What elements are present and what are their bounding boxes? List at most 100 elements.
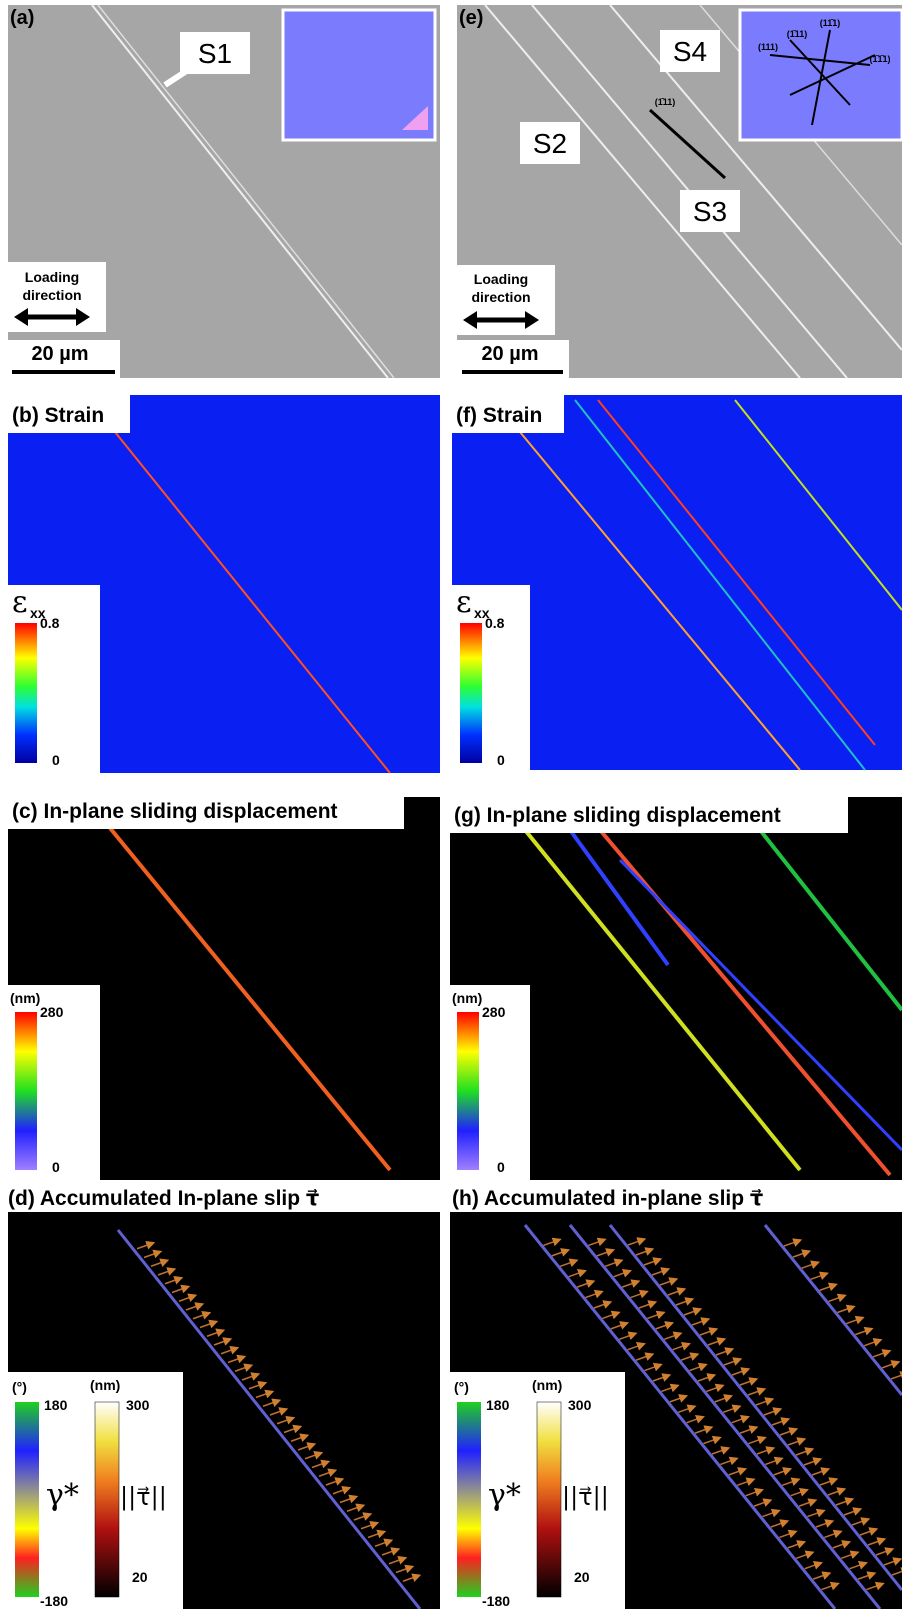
panel-b: (b) Strain ε xx 0.8 0 [8,395,440,774]
shape [866,1581,885,1591]
shape [771,1417,791,1426]
shape [855,1326,874,1336]
shape [450,797,848,833]
shape [875,1547,895,1556]
shape [779,1529,798,1539]
shape [262,1398,282,1408]
label: 0 [52,752,60,768]
label: -180 [482,1593,510,1609]
shape [593,1300,613,1309]
shape [652,1373,672,1382]
panel-f: (f) Strain ε xx 0.8 0 [452,395,902,771]
shape [811,1467,831,1476]
shape [783,1238,803,1247]
shape [803,1457,823,1466]
shape [108,826,392,1172]
label: (1̄11) [655,97,676,107]
label: S2 [533,128,567,159]
shape [789,39,851,106]
shape [728,1467,748,1476]
shape [714,1394,734,1403]
shape [711,1446,731,1455]
shape [608,1224,902,1591]
panel-a: (a) S1 Loading direction 20 µm [8,4,440,379]
shape [457,1402,481,1597]
shape [206,1328,226,1338]
shape [883,1557,902,1566]
shape [787,1540,807,1549]
shape [367,1529,387,1539]
label: (a) [10,7,34,29]
shape [872,1349,892,1358]
shape [630,1289,649,1299]
shape [827,1487,847,1496]
label: S4 [673,36,707,67]
label: (1̄11) [787,29,808,39]
shape [185,1302,205,1311]
label: 0 [497,1159,505,1175]
label: (h) Accumulated in-plane slip τ⃗ [452,1187,763,1210]
shape [828,1293,847,1303]
label: 280 [40,1004,64,1020]
shape [715,1347,735,1356]
shape [804,1560,823,1570]
label: (nm) [452,990,482,1006]
label: direction [471,289,530,305]
shape [787,1437,807,1446]
shape [841,1550,860,1560]
label: (1̄1̄1) [869,54,890,64]
shape [551,1248,571,1257]
label: 20 [574,1569,590,1585]
shape [660,30,720,72]
label: (f) Strain [456,404,542,427]
shape [659,1277,679,1286]
shape [588,1237,607,1247]
shape [835,1497,855,1506]
panel-e: (e) S4 S2 S3 (1̄11) (111) (1̄11) (11̄1) … [457,4,902,379]
shape [694,1425,714,1434]
shape [667,1287,687,1296]
label: γ* [46,1478,79,1513]
shape [734,399,902,611]
shape [739,1425,759,1434]
shape [635,1352,655,1361]
shape [248,1381,268,1390]
shape [97,4,395,379]
shape [661,1383,680,1393]
shape [720,1456,739,1466]
shape [881,1360,901,1369]
shape [832,1540,852,1549]
shape [568,828,670,967]
shape [812,1571,832,1580]
shape [213,1337,233,1346]
shape [683,1307,703,1316]
shape [255,1389,275,1399]
shape [680,190,740,232]
label: 20 µm [481,343,538,365]
shape [627,1237,647,1246]
label: (111) [758,42,778,52]
shape [596,1248,616,1257]
shape [627,1341,646,1351]
panel-h: (h) Accumulated in-plane slip τ⃗ (°) 180… [450,1187,902,1609]
shape [703,1435,722,1445]
label: 0 [52,1159,60,1175]
shape [782,1477,801,1487]
shape [790,1487,809,1497]
shape [779,1427,799,1436]
shape [180,32,250,74]
shape [15,623,37,763]
shape [769,29,876,126]
label: (b) Strain [12,404,104,427]
shape [849,1560,868,1570]
panel-d: (d) Accumulated In-plane slip τ⃗ (°) 180… [8,1187,440,1609]
label: γ* [488,1478,521,1513]
shape [756,1446,776,1455]
shape [644,1362,663,1372]
shape [857,1571,877,1580]
shape [290,1433,310,1443]
shape [116,1229,422,1609]
shape [843,1507,863,1516]
shape [457,1012,479,1170]
shape [91,4,389,379]
